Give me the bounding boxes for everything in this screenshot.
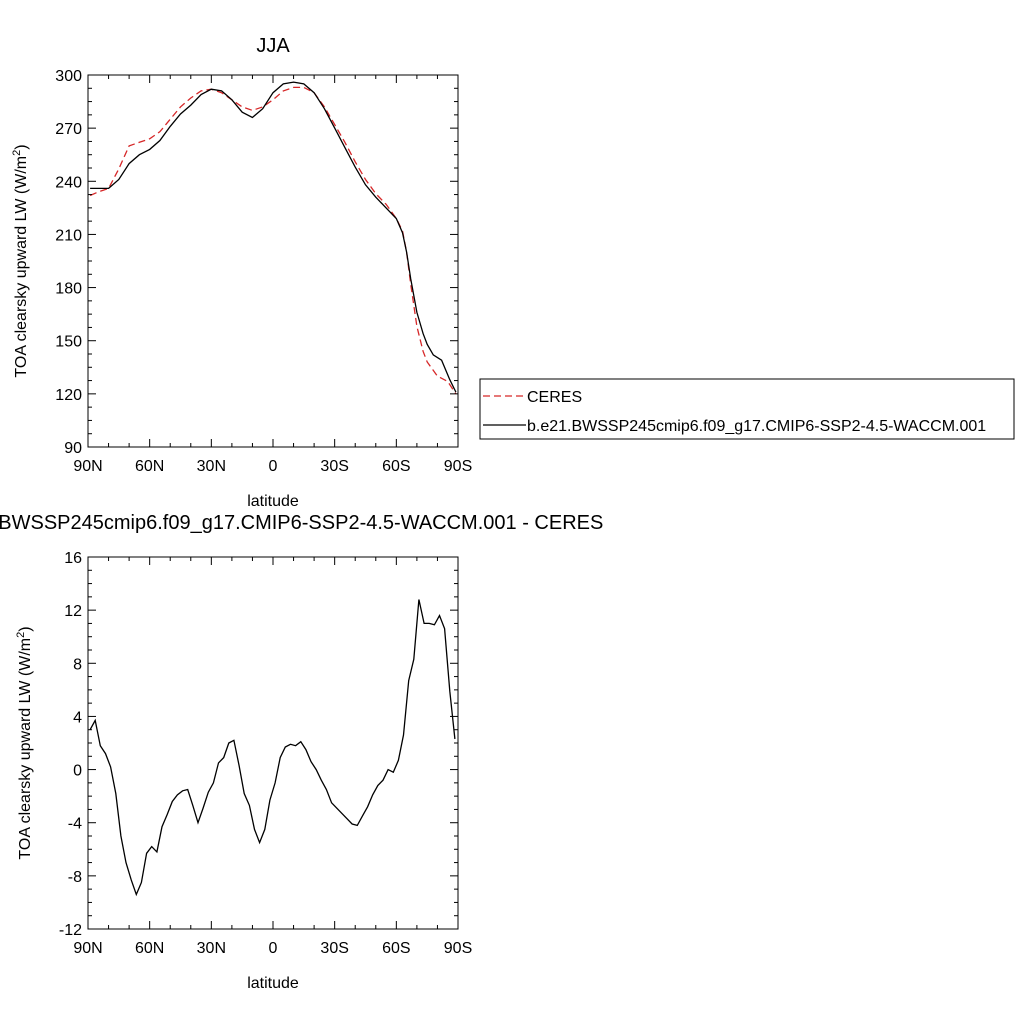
legend-label-ceres: CERES: [527, 389, 582, 406]
top-x-tick-label: 30N: [197, 458, 226, 475]
bottom-y-tick-label: 16: [64, 550, 82, 567]
bottom-y-axis-label-close: ): [17, 626, 34, 631]
top-y-axis-label-main: TOA clearsky upward LW (W/m: [13, 156, 30, 378]
top-y-axis-label-close: ): [13, 144, 30, 149]
bottom-x-tick-label: 30S: [320, 940, 348, 957]
top-y-tick-label: 240: [55, 174, 82, 191]
top-plot-area: 90N 60N 30N 0 30S 60S 90S 90 120 150 180 210 240 270 3…: [55, 68, 472, 475]
top-x-tick-label: 30S: [320, 458, 348, 475]
top-chart-title: JJA: [256, 35, 290, 57]
bottom-x-axis-label: latitude: [247, 975, 299, 992]
bottom-panel: b.e21.BWSSP245cmip6.f09_g17.CMIP6-SSP2-4…: [0, 512, 603, 992]
bottom-y-tick-label: -4: [68, 816, 82, 833]
legend-label-model: b.e21.BWSSP245cmip6.f09_g17.CMIP6-SSP2-4…: [527, 418, 986, 435]
bottom-chart-title: b.e21.BWSSP245cmip6.f09_g17.CMIP6-SSP2-4…: [0, 512, 603, 534]
bottom-y-axis-label-sup: 2: [15, 632, 27, 638]
top-y-axis-label-sup: 2: [11, 150, 23, 156]
bottom-y-axis-label-main: TOA clearsky upward LW (W/m: [17, 638, 34, 860]
top-y-tick-label: 300: [55, 68, 82, 85]
bottom-x-tick-label: 90N: [73, 940, 102, 957]
bottom-series-line-0: [89, 599, 456, 897]
top-x-tick-label: 60N: [135, 458, 164, 475]
legend: CERES b.e21.BWSSP245cmip6.f09_g17.CMIP6-…: [479, 378, 1015, 440]
bottom-plot-area: 90N 60N 30N 0 30S 60S 90S -12 -8 -4 0 4 8 12 16: [59, 550, 472, 957]
top-x-tick-label: 90S: [444, 458, 472, 475]
bottom-x-tick-label: 90S: [444, 940, 472, 957]
top-x-tick-label: 60S: [382, 458, 410, 475]
bottom-x-tick-label: 60N: [135, 940, 164, 957]
bottom-x-tick-label: 30N: [197, 940, 226, 957]
top-panel: JJA 90N 60N 30N 0 30S 60S 90S 90 120 150 180 210 240…: [11, 35, 472, 510]
top-y-tick-label: 90: [64, 440, 82, 457]
legend-box: [479, 378, 1015, 440]
bottom-y-tick-label: 12: [64, 603, 82, 620]
bottom-y-tick-label: 8: [73, 656, 82, 673]
top-y-axis-label: TOA clearsky upward LW (W/m2): [11, 144, 30, 377]
bottom-y-axis-label: TOA clearsky upward LW (W/m2): [15, 626, 34, 859]
bottom-x-tick-label: 60S: [382, 940, 410, 957]
top-y-tick-label: 210: [55, 227, 82, 244]
top-x-tick-label: 0: [269, 458, 278, 475]
top-y-tick-label: 150: [55, 334, 82, 351]
bottom-y-tick-label: -8: [68, 869, 82, 886]
bottom-x-tick-label: 0: [269, 940, 278, 957]
top-y-tick-label: 180: [55, 281, 82, 298]
bottom-y-tick-label: 4: [73, 709, 82, 726]
top-series-line-0: [89, 86, 457, 395]
top-y-tick-label: 120: [55, 387, 82, 404]
top-x-axis-label: latitude: [247, 493, 299, 510]
top-x-tick-label: 90N: [73, 458, 102, 475]
bottom-y-tick-label: 0: [73, 763, 82, 780]
bottom-y-tick-label: -12: [59, 922, 82, 939]
top-plot-frame: [87, 74, 459, 448]
top-series-line-1: [90, 81, 457, 393]
top-y-tick-label: 270: [55, 121, 82, 138]
